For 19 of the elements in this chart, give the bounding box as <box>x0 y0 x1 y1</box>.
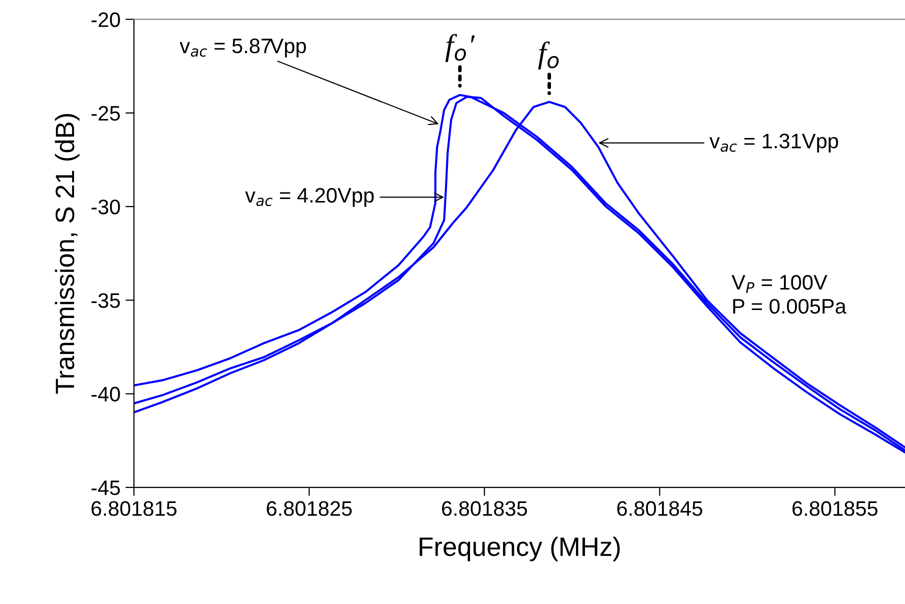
annotation: f$_{o}$ <box>538 41 559 70</box>
y-tick-label: -45 <box>92 480 120 496</box>
y-tick-label: -35 <box>92 293 120 308</box>
y-tick-label: -40 <box>92 386 120 402</box>
x-tick-label: 6.801845 <box>617 501 702 516</box>
annotation: f$_{o}$′ <box>445 34 475 62</box>
annotation: v$_{ac}$ = 1.31Vpp <box>710 134 838 153</box>
annotation: v$_{ac}$ = 4.20Vpp <box>245 188 374 207</box>
x-axis-title: Frequency (MHz) <box>420 536 620 562</box>
y-tick-label: -30 <box>92 200 120 214</box>
x-tick-label: 6.801855 <box>792 501 878 516</box>
annotation: V$_{P}$ = 100V P = 0.005Pa <box>732 274 846 314</box>
y-axis-title: Transmission, S 21 (dB) <box>54 114 80 394</box>
annotation: v$_{ac}$ = 5.87Vpp <box>180 38 306 58</box>
y-tick-label: -25 <box>92 106 120 121</box>
x-tick-label: 6.801815 <box>92 501 177 516</box>
x-tick-label: 6.801835 <box>442 501 527 516</box>
x-tick-label: 6.801825 <box>266 501 352 516</box>
y-tick-label: -20 <box>92 12 120 28</box>
